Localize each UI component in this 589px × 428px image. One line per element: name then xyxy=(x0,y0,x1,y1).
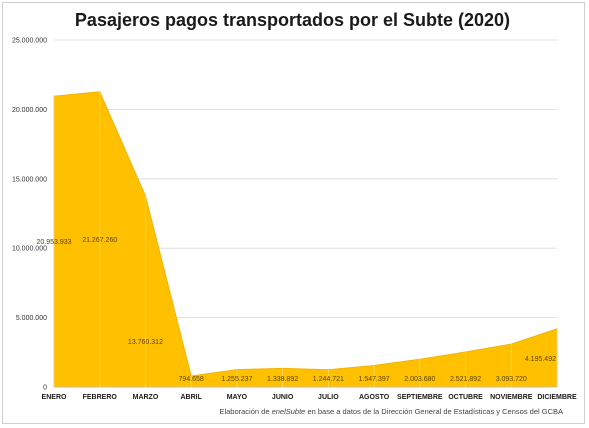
data-label: 1.255.237 xyxy=(221,376,252,383)
chart-footnote: Elaboración de enelSubte en base a datos… xyxy=(0,407,563,416)
footnote-prefix: Elaboración de xyxy=(219,407,272,416)
data-label: 21.267.260 xyxy=(82,237,117,244)
x-tick-label: OCTUBRE xyxy=(448,394,483,401)
x-tick-label: DICIEMBRE xyxy=(537,394,577,401)
x-tick-label: JUNIO xyxy=(272,394,294,401)
x-tick-label: MAYO xyxy=(227,394,248,401)
data-label: 1.547.397 xyxy=(359,376,390,383)
data-label: 2.521.892 xyxy=(450,376,481,383)
footnote-source-name: enelSubte xyxy=(271,407,306,416)
footnote-suffix: en base a datos de la Dirección General … xyxy=(305,407,563,416)
y-tick-label: 5.000.000 xyxy=(16,315,47,322)
x-tick-label: SEPTIEMBRE xyxy=(397,394,443,401)
data-label: 13.760.312 xyxy=(128,339,163,346)
data-label: 20.953.933 xyxy=(36,239,71,246)
data-label: 794.658 xyxy=(179,376,204,383)
chart-title: Pasajeros pagos transportados por el Sub… xyxy=(74,10,511,30)
y-tick-label: 10.000.000 xyxy=(12,246,47,253)
x-tick-label: NOVIEMBRE xyxy=(490,394,533,401)
x-tick-label: JULIO xyxy=(318,394,339,401)
y-tick-label: 0 xyxy=(43,385,47,392)
data-label: 1.338.892 xyxy=(267,376,298,383)
data-label: 1.244.721 xyxy=(313,376,344,383)
data-label: 2.003.680 xyxy=(404,376,435,383)
data-label: 4.195.492 xyxy=(525,356,556,363)
data-label: 3.093.720 xyxy=(496,376,527,383)
y-tick-label: 20.000.000 xyxy=(12,107,47,114)
x-tick-label: AGOSTO xyxy=(359,394,390,401)
x-tick-label: ENERO xyxy=(42,394,67,401)
x-tick-label: ABRIL xyxy=(180,394,202,401)
area-series xyxy=(53,91,558,388)
y-tick-label: 15.000.000 xyxy=(12,176,47,183)
y-tick-label: 25.000.000 xyxy=(12,38,47,45)
x-tick-label: FEBRERO xyxy=(83,394,118,401)
x-tick-label: MARZO xyxy=(133,394,159,401)
